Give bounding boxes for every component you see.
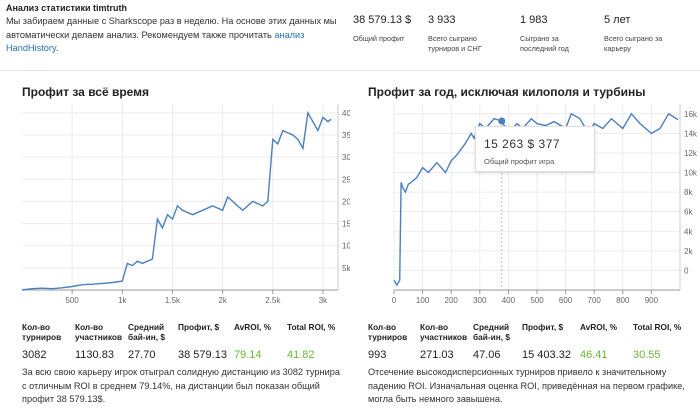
right-chart-xtick-8: 800 [616,296,630,305]
right-chart-ytick-7: 14k [684,129,698,138]
right-val-tournaments: 993 [368,349,387,361]
right-val-totalroi: 30.55 [633,349,661,361]
left-chart-ytick-5: 30k [342,153,350,162]
right-chart-xtick-3: 300 [473,296,487,305]
tooltip-label: Общий профит игра [484,157,555,166]
left-val-totalroi: 41.82 [287,349,315,361]
right-chart-ytick-2: 4k [684,227,693,236]
left-th-players: Кол-во участников [75,322,123,342]
left-chart-xtick-5: 3k [319,296,328,305]
left-val-buyin: 27.70 [128,349,156,361]
right-chart-ytick-4: 8k [684,188,693,197]
stat-last-year: 1 983 Сыграно за последний год [520,14,569,53]
left-chart-xtick-3: 2k [218,296,227,305]
right-chart-ytick-8: 16k [684,110,698,119]
right-chart-xtick-7: 700 [588,296,602,305]
stat-total-games: 3 933 Всего сыграно турниров и СНГ [428,14,482,53]
left-chart-xtick-1: 1k [118,296,127,305]
handhistory-link[interactable]: анализ HandHistory [6,29,305,54]
left-footer-text: За всю свою карьеру игрок отыграл солидн… [22,367,340,404]
tooltip-value: 15 263 $ 377 [484,137,561,151]
right-th-avroi: AvROI, % [580,322,618,332]
right-chart-highlight-point[interactable] [498,117,506,125]
left-th-avroi: AvROI, % [234,322,272,332]
left-th-buyin: Средний бай-ин, $ [128,322,165,342]
right-th-profit: Профит, $ [522,322,564,332]
stat-career: 5 лет Всего сыграно за карьеру [604,14,663,53]
right-chart-xtick-9: 900 [645,296,659,305]
right-th-players: Кол-во участников [420,322,468,342]
stat-total-profit: 38 579.13 $ Общий профит [353,14,412,43]
left-profit-chart[interactable]: 5k 10k 15k 20k 25k 30k 35k 40k 500 1k 1.5k 2k 2.5k 3k [0,100,350,310]
left-chart-ytick-1: 10k [342,242,350,251]
left-val-profit: 38 579.13 [178,349,227,361]
right-chart-ytick-1: 2k [684,247,693,256]
left-val-players: 1130.83 [75,349,114,361]
right-chart-ytick-0: 0 [684,266,689,275]
left-val-tournaments: 3082 [22,349,47,361]
right-th-buyin: Средний бай-ин, $ [473,322,510,342]
left-chart-ytick-0: 5k [342,264,350,273]
right-th-tournaments: Кол-во турниров [368,322,408,342]
right-val-profit: 15 403.32 [522,349,571,361]
left-chart-ytick-6: 35k [342,131,350,140]
left-chart-ytick-3: 20k [342,197,350,206]
left-chart-xtick-0: 500 [65,296,79,305]
right-chart-ytick-3: 6k [684,208,693,217]
right-chart-ytick-6: 12k [684,149,698,158]
right-chart-xtick-0: 0 [392,296,397,305]
right-th-totalroi: Total ROI, % [633,322,682,332]
right-chart-xtick-4: 400 [502,296,516,305]
right-chart-title: Профит за год, исключая килополя и турби… [368,85,646,99]
right-val-players: 271.03 [420,349,454,361]
page-title: Анализ статистики timtruth [6,3,127,13]
right-val-avroi: 46.41 [580,349,608,361]
right-chart-xtick-5: 500 [530,296,544,305]
right-val-buyin: 47.06 [473,349,501,361]
intro-text: Мы забираем данные с Sharkscope раз в не… [6,16,337,54]
left-th-profit: Профит, $ [178,322,220,332]
chart-tooltip: 15 263 $ 377 Общий профит игра [475,126,595,172]
left-chart-xtick-2: 1.5k [165,296,181,305]
left-chart-ytick-4: 25k [342,175,350,184]
right-profit-chart[interactable]: 0 2k 4k 6k 8k 10k 12k 14k 16k 0 100 200 300 400 500 600… [350,100,700,310]
right-chart-ytick-5: 10k [684,169,698,178]
left-th-totalroi: Total ROI, % [287,322,336,332]
right-chart-xtick-1: 100 [416,296,430,305]
left-chart-series-line [21,110,332,291]
left-val-avroi: 79.14 [234,349,262,361]
left-chart-title: Профит за всё время [22,85,150,99]
left-chart-xtick-4: 2.5k [265,296,281,305]
right-chart-xtick-2: 200 [445,296,459,305]
right-footer-text: Отсечение высокодисперсионных турниров п… [368,367,685,404]
header-divider [0,70,700,71]
left-chart-ytick-7: 40k [342,109,350,118]
left-th-tournaments: Кол-во турниров [22,322,62,342]
left-chart-ytick-2: 15k [342,220,350,229]
right-chart-xtick-6: 600 [559,296,573,305]
